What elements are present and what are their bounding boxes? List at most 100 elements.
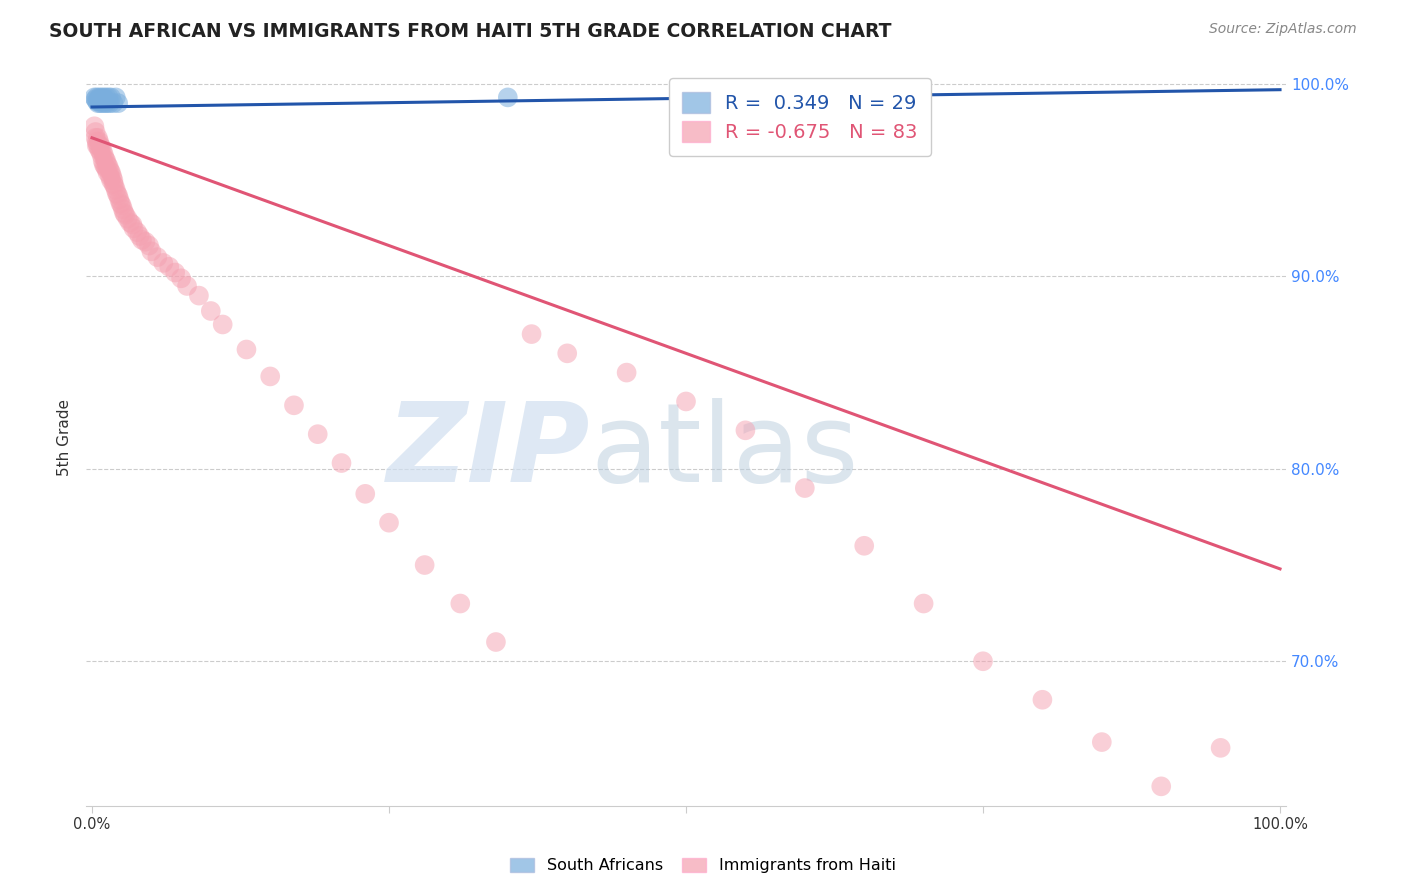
Point [89,142,111,156]
Point [93,94,115,108]
Point [176,279,198,293]
Point [111,198,134,212]
Text: atlas: atlas [591,399,859,505]
Point [187,288,209,302]
Point [413,558,436,572]
Point [100,165,122,179]
Point [101,169,124,184]
Point [93,90,115,104]
Point [104,183,127,197]
Point [110,196,132,211]
Point [94,160,117,174]
Point [330,456,353,470]
Point [93,158,115,172]
Point [108,193,131,207]
Point [354,487,377,501]
Point [131,233,153,247]
Point [817,87,839,101]
Point [496,90,519,104]
Point [91,96,114,111]
Point [128,229,150,244]
Point [146,250,169,264]
Point [86,138,108,153]
Point [89,145,111,159]
Point [96,165,118,179]
Point [972,654,994,668]
Point [111,202,134,216]
Point [93,148,115,162]
Point [141,244,163,259]
Point [122,221,145,235]
Point [89,138,111,153]
Point [98,96,121,111]
Point [134,235,156,249]
Point [107,188,129,202]
Text: ZIP: ZIP [387,399,591,505]
Point [675,394,697,409]
Point [103,178,125,193]
Point [307,427,329,442]
Point [84,130,107,145]
Point [734,423,756,437]
Point [86,135,108,149]
Point [138,238,160,252]
Point [103,177,125,191]
Point [90,140,112,154]
Point [103,173,125,187]
Point [98,163,121,178]
Point [105,186,128,201]
Point [152,256,174,270]
Legend: South Africans, Immigrants from Haiti: South Africans, Immigrants from Haiti [503,851,903,880]
Point [103,96,125,111]
Point [86,94,108,108]
Point [170,271,193,285]
Point [520,327,543,342]
Point [97,160,120,174]
Point [96,96,118,111]
Point [96,90,118,104]
Text: Source: ZipAtlas.com: Source: ZipAtlas.com [1209,22,1357,37]
Point [616,366,638,380]
Point [97,90,120,104]
Point [378,516,401,530]
Point [117,211,139,226]
Point [104,90,127,104]
Point [94,96,117,111]
Point [165,266,187,280]
Point [91,92,114,106]
Point [87,130,110,145]
Point [127,225,149,239]
Legend: R =  0.349   N = 29, R = -0.675   N = 83: R = 0.349 N = 29, R = -0.675 N = 83 [669,78,931,155]
Point [259,369,281,384]
Point [1150,780,1173,794]
Point [112,206,135,220]
Point [200,304,222,318]
Point [89,96,111,111]
Point [87,92,110,106]
Point [94,152,117,166]
Point [121,218,143,232]
Point [107,96,129,111]
Point [1209,740,1232,755]
Point [90,94,112,108]
Point [83,120,105,134]
Point [84,125,107,139]
Point [1091,735,1114,749]
Point [84,92,107,106]
Point [96,161,118,176]
Point [853,539,876,553]
Point [96,158,118,172]
Point [89,92,111,106]
Text: SOUTH AFRICAN VS IMMIGRANTS FROM HAITI 5TH GRADE CORRELATION CHART: SOUTH AFRICAN VS IMMIGRANTS FROM HAITI 5… [49,22,891,41]
Point [96,94,118,108]
Point [90,148,112,162]
Point [94,92,117,106]
Point [449,597,471,611]
Point [485,635,508,649]
Point [211,318,233,332]
Point [283,398,305,412]
Point [114,208,136,222]
Point [100,173,122,187]
Point [89,90,111,104]
Point [793,481,815,495]
